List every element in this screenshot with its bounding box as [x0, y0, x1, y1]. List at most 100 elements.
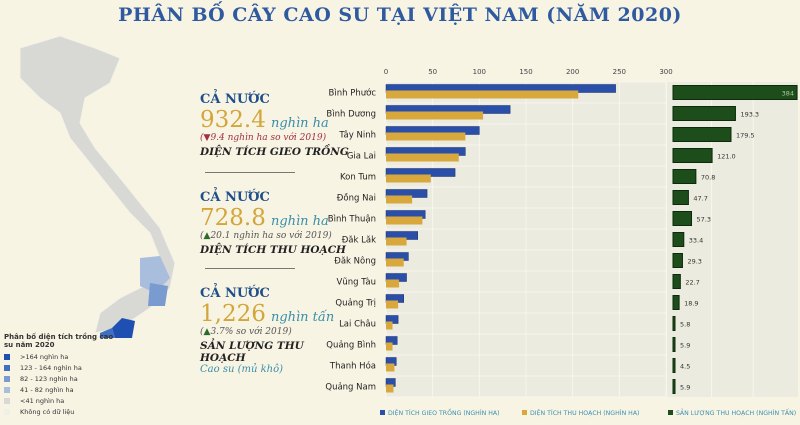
map-region-gialai: [148, 283, 168, 306]
map-region-binhphuoc: [112, 318, 135, 338]
bar-production: [672, 379, 676, 394]
bar-harvested-area: [386, 216, 423, 225]
bar-production: [672, 316, 676, 331]
summary-label: SẢN LƯỢNG THU HOẠCH: [200, 340, 304, 364]
category-label: Tây Ninh: [338, 131, 376, 141]
x-tick-label: 200: [566, 68, 579, 76]
category-label: Đăk Lăk: [342, 236, 376, 246]
summary-harvested-area: CẢ NƯỚC 728.8 nghìn ha (▲20.1 nghìn ha s…: [200, 190, 350, 256]
bar-harvested-area: [386, 237, 407, 246]
bar-production: [672, 148, 713, 163]
summary-label: DIỆN TÍCH THU HOẠCH: [200, 244, 346, 256]
down-triangle-icon: ▼: [203, 133, 211, 143]
category-label: Bình Thuận: [328, 215, 376, 225]
summary-scope: CẢ NƯỚC: [200, 286, 270, 301]
summary-unit: nghìn tấn: [270, 310, 335, 325]
map-legend-item: >164 nghìn ha: [4, 353, 114, 361]
summary-change: 20.1 nghìn ha so với 2019: [210, 231, 329, 241]
category-label: Đồng Nai: [337, 193, 376, 204]
production-value-label: 29.3: [687, 258, 701, 266]
summary-scope: CẢ NƯỚC: [200, 92, 270, 107]
up-triangle-icon: ▲: [203, 231, 211, 241]
production-value-label: 5.8: [680, 321, 690, 329]
production-value-label: 47.7: [693, 195, 707, 203]
bar-production: [672, 127, 732, 142]
legend-label: Không có dữ liệu: [20, 408, 75, 416]
bar-harvested-area: [386, 258, 404, 267]
bar-production: [672, 295, 680, 310]
category-label: Quảng Bình: [326, 340, 376, 351]
production-value-label: 5.9: [680, 342, 690, 350]
legend-swatch: [4, 365, 10, 371]
bar-production: [672, 85, 798, 100]
bar-harvested-area: [386, 300, 399, 309]
bar-harvested-area: [386, 153, 459, 162]
legend-swatch: [380, 410, 385, 415]
category-label: Đăk Nông: [334, 256, 376, 267]
up-triangle-icon: ▲: [203, 327, 211, 337]
map-legend: Phân bố diện tích trồng cao su năm 2020 …: [4, 333, 114, 419]
summary-change: 9.4 nghìn ha so với 2019: [210, 133, 323, 143]
category-label: Kon Tum: [340, 173, 376, 183]
production-value-label: 4.5: [680, 363, 690, 371]
bar-production: [672, 106, 736, 121]
legend-swatch: [4, 376, 10, 382]
legend-label: SẢN LƯỢNG THU HOẠCH (NGHÌN TẤN): [676, 407, 796, 417]
bar-harvested-area: [386, 321, 393, 330]
bar-harvested-area: [386, 174, 431, 183]
production-value-label: 70.8: [701, 174, 715, 182]
bar-harvested-area: [386, 342, 393, 351]
category-label: Quảng Trị: [335, 298, 376, 309]
production-value-label: 384: [782, 90, 794, 98]
map-legend-title: Phân bố diện tích trồng cao su năm 2020: [4, 333, 114, 349]
bar-production: [672, 253, 683, 268]
bar-production: [672, 232, 685, 247]
summary-change: 3.7% so với 2019: [210, 327, 289, 337]
map-legend-item: 82 - 123 nghìn ha: [4, 375, 114, 383]
x-tick-label: 150: [519, 68, 532, 76]
bar-harvested-area: [386, 111, 484, 120]
summary-harvest-output: CẢ NƯỚC 1,226 nghìn tấn (▲3.7% so với 20…: [200, 286, 350, 375]
bar-production: [672, 358, 676, 373]
legend-label: >164 nghìn ha: [20, 353, 69, 361]
bar-harvested-area: [386, 195, 413, 204]
map-legend-item: 123 - 164 nghìn ha: [4, 364, 114, 372]
summary-label: DIỆN TÍCH GIEO TRỒNG: [200, 146, 349, 158]
bar-harvested-area: [386, 279, 400, 288]
map-legend-item: 41 - 82 nghìn ha: [4, 386, 114, 394]
category-label: Bình Dương: [326, 110, 376, 120]
x-tick-label: 300: [659, 68, 672, 76]
production-value-label: 121.0: [717, 153, 736, 161]
map-region-central-highlands: [140, 256, 170, 293]
bar-production: [672, 274, 681, 289]
bar-harvested-area: [386, 90, 579, 99]
x-tick-label: 100: [473, 68, 486, 76]
bar-harvested-area: [386, 363, 395, 372]
x-tick-label: 0: [384, 68, 388, 76]
summary-value: 728.8: [200, 205, 266, 231]
category-label: Thanh Hóa: [329, 361, 376, 372]
map-legend-item: Không có dữ liệu: [4, 408, 114, 416]
bar-production: [672, 211, 693, 226]
bar-harvested-area: [386, 384, 394, 393]
summary-value: 1,226: [200, 301, 266, 327]
legend-swatch: [4, 409, 10, 415]
x-tick-label: 250: [613, 68, 626, 76]
legend-label: 41 - 82 nghìn ha: [20, 386, 74, 394]
summary-scope: CẢ NƯỚC: [200, 190, 270, 205]
bar-production: [672, 337, 676, 352]
category-label: Lai Châu: [339, 320, 376, 330]
bar-production: [672, 190, 689, 205]
map-region-binhduong: [100, 328, 115, 338]
category-label: Vũng Tàu: [337, 278, 376, 288]
summary-unit: nghìn ha: [270, 214, 329, 229]
summary-value: 932.4: [200, 107, 266, 133]
legend-swatch: [522, 410, 527, 415]
production-value-label: 5.9: [680, 384, 690, 392]
legend-label: 82 - 123 nghìn ha: [20, 375, 78, 383]
divider: [205, 268, 295, 269]
summary-unit: nghìn ha: [270, 116, 329, 131]
page-title: PHÂN BỐ CÂY CAO SU TẠI VIỆT NAM (NĂM 202…: [118, 4, 682, 26]
legend-swatch: [668, 410, 673, 415]
